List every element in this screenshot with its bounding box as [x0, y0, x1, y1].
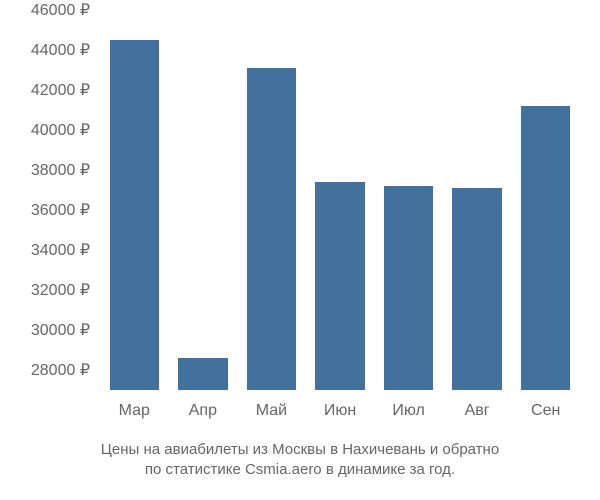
y-tick-label: 40000 ₽ [31, 120, 90, 140]
x-tick-label: Июл [392, 402, 424, 420]
y-tick-label: 46000 ₽ [31, 0, 90, 20]
plot-area [100, 10, 580, 390]
y-tick-label: 28000 ₽ [31, 360, 90, 380]
chart-caption: Цены на авиабилеты из Москвы в Нахичеван… [0, 440, 600, 481]
x-tick-label: Мар [119, 402, 150, 420]
y-tick-label: 42000 ₽ [31, 80, 90, 100]
bar [315, 182, 364, 390]
y-axis-labels: 28000 ₽ 30000 ₽ 32000 ₽ 34000 ₽ 36000 ₽ 38000… [0, 10, 90, 390]
y-tick-label: 32000 ₽ [31, 280, 90, 300]
x-tick-label: Апр [189, 402, 217, 420]
caption-line-2: по статистике Csmia.aero в динамике за г… [0, 460, 600, 480]
y-tick-label: 30000 ₽ [31, 320, 90, 340]
bar [110, 40, 159, 390]
x-tick-label: Сен [531, 402, 560, 420]
y-tick-label: 44000 ₽ [31, 40, 90, 60]
x-tick-label: Авг [465, 402, 490, 420]
x-tick-label: Май [256, 402, 287, 420]
bar [178, 358, 227, 390]
bar [521, 106, 570, 390]
caption-line-1: Цены на авиабилеты из Москвы в Нахичеван… [0, 440, 600, 460]
bar [247, 68, 296, 390]
bar [384, 186, 433, 390]
y-tick-label: 38000 ₽ [31, 160, 90, 180]
y-tick-label: 36000 ₽ [31, 200, 90, 220]
bars-container [100, 10, 580, 390]
bar [452, 188, 501, 390]
price-chart: 28000 ₽ 30000 ₽ 32000 ₽ 34000 ₽ 36000 ₽ 38000… [0, 0, 600, 500]
y-tick-label: 34000 ₽ [31, 240, 90, 260]
x-tick-label: Июн [324, 402, 356, 420]
